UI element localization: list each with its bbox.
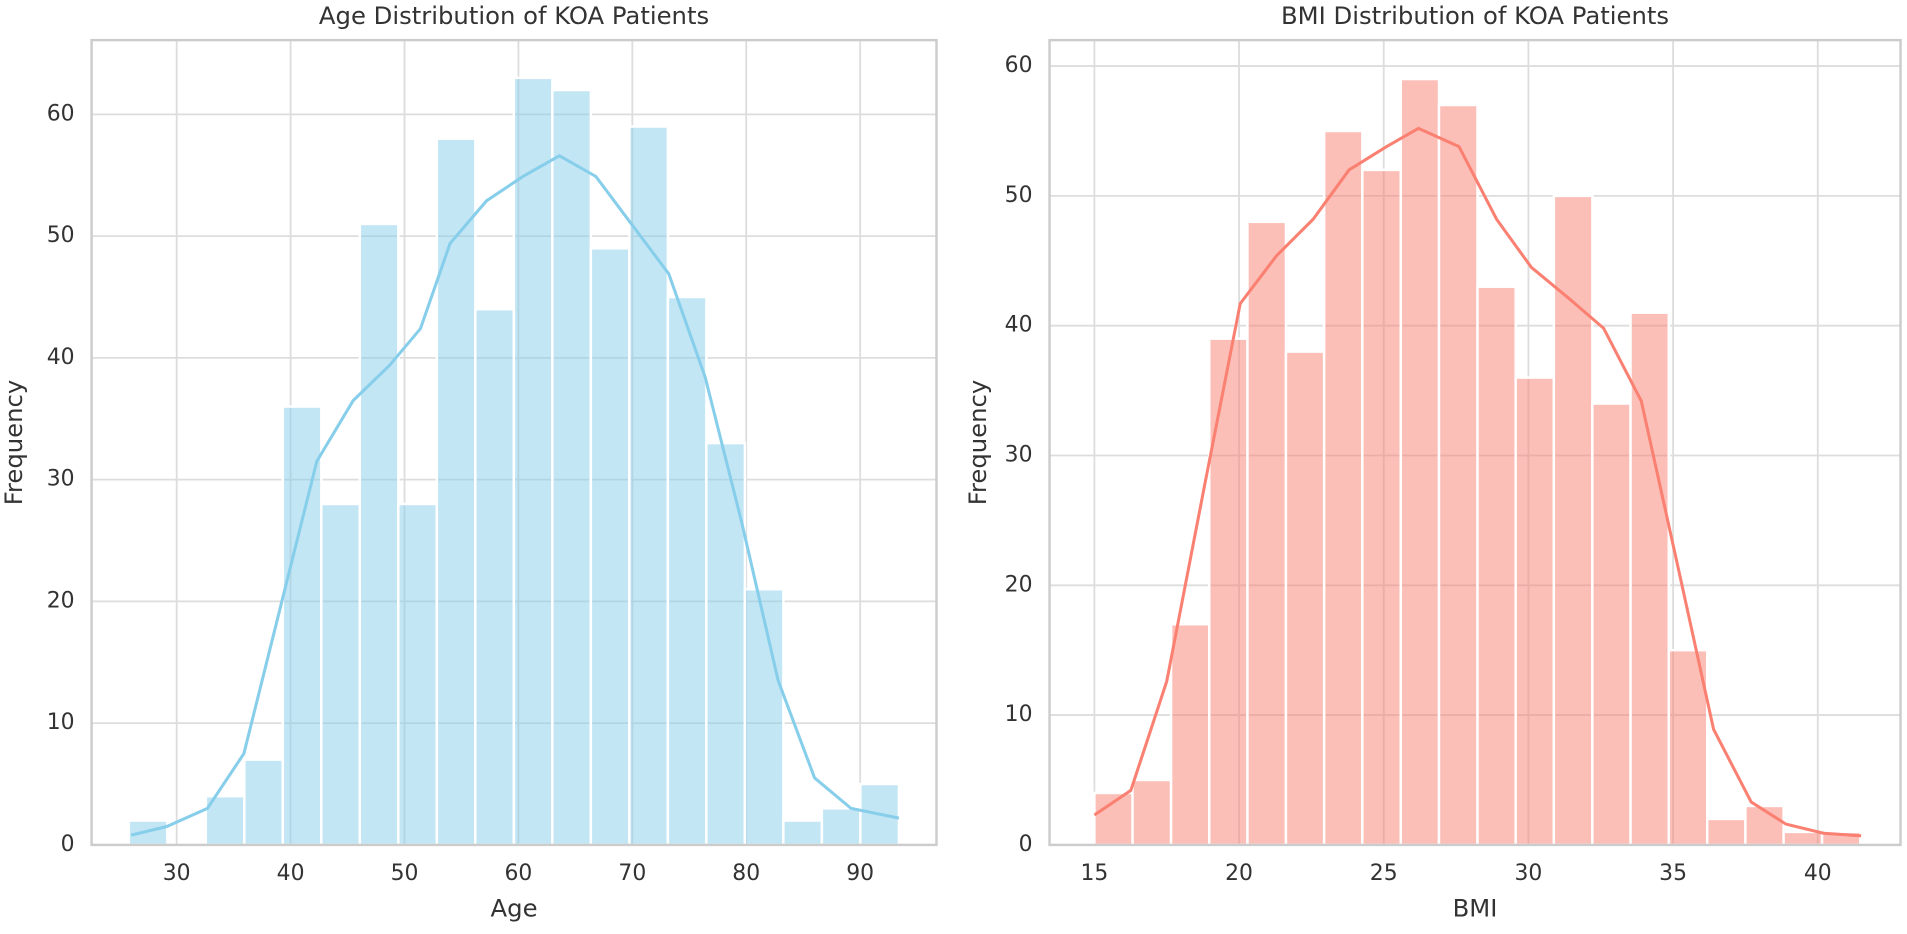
y-axis-label: Frequency bbox=[963, 380, 992, 506]
x-tick-label: 25 bbox=[1370, 861, 1398, 886]
x-tick-label: 20 bbox=[1225, 861, 1253, 886]
bar bbox=[358, 222, 400, 847]
bar bbox=[743, 588, 785, 847]
bar bbox=[474, 307, 516, 847]
bar bbox=[1284, 350, 1326, 847]
bar bbox=[435, 137, 477, 847]
y-tick-label: 10 bbox=[1005, 702, 1033, 727]
y-tick-label: 30 bbox=[47, 467, 75, 492]
bar bbox=[820, 807, 862, 847]
bar bbox=[397, 502, 439, 847]
bar bbox=[1552, 194, 1594, 847]
y-tick-label: 60 bbox=[1005, 53, 1033, 78]
bar bbox=[628, 125, 670, 847]
bar bbox=[127, 819, 169, 847]
bar bbox=[1322, 129, 1364, 847]
chart-title: Age Distribution of KOA Patients bbox=[319, 1, 709, 30]
x-tick-label: 30 bbox=[1514, 861, 1542, 886]
bar bbox=[589, 247, 631, 847]
y-tick-label: 60 bbox=[47, 101, 75, 126]
y-tick-label: 40 bbox=[47, 345, 75, 370]
bar bbox=[1399, 77, 1441, 847]
bar bbox=[1131, 778, 1173, 847]
y-tick-label: 0 bbox=[61, 832, 75, 857]
x-tick-label: 50 bbox=[391, 861, 419, 886]
bar bbox=[243, 758, 285, 847]
plot-border bbox=[90, 38, 938, 847]
y-tick-label: 20 bbox=[1005, 572, 1033, 597]
bar bbox=[1169, 623, 1211, 847]
bar bbox=[1476, 285, 1517, 847]
y-tick-label: 10 bbox=[47, 710, 75, 735]
bar bbox=[666, 295, 708, 847]
x-axis-label: BMI bbox=[1453, 893, 1498, 922]
x-tick-label: 40 bbox=[277, 861, 305, 886]
bar bbox=[1514, 376, 1556, 847]
bar bbox=[551, 88, 593, 847]
y-tick-label: 50 bbox=[47, 223, 75, 248]
bar bbox=[1437, 103, 1479, 847]
x-tick-label: 70 bbox=[618, 861, 646, 886]
x-tick-label: 80 bbox=[732, 861, 760, 886]
x-tick-label: 30 bbox=[163, 861, 191, 886]
bar bbox=[1208, 337, 1249, 847]
x-tick-label: 60 bbox=[504, 861, 532, 886]
bar bbox=[512, 76, 554, 847]
kde-line bbox=[1093, 126, 1862, 838]
x-axis-label: Age bbox=[491, 893, 538, 922]
y-tick-label: 50 bbox=[1005, 183, 1033, 208]
y-axis-label: Frequency bbox=[0, 380, 28, 506]
x-tick-label: 35 bbox=[1659, 861, 1687, 886]
bar bbox=[782, 819, 824, 847]
x-tick-label: 90 bbox=[846, 861, 874, 886]
bar bbox=[1591, 402, 1632, 847]
kde-line bbox=[130, 154, 900, 837]
y-tick-label: 30 bbox=[1005, 442, 1033, 467]
bar bbox=[705, 441, 747, 847]
bar bbox=[1629, 311, 1670, 847]
y-tick-label: 40 bbox=[1005, 313, 1033, 338]
x-tick-label: 40 bbox=[1804, 861, 1832, 886]
bar bbox=[1706, 817, 1747, 847]
bar bbox=[1782, 830, 1824, 847]
bar bbox=[1246, 220, 1288, 847]
plot-border bbox=[1048, 38, 1902, 847]
bar bbox=[320, 502, 362, 847]
y-tick-label: 0 bbox=[1019, 832, 1033, 857]
bar bbox=[1361, 168, 1403, 847]
x-tick-label: 15 bbox=[1080, 861, 1108, 886]
chart-title: BMI Distribution of KOA Patients bbox=[1281, 1, 1669, 30]
y-tick-label: 20 bbox=[47, 588, 75, 613]
